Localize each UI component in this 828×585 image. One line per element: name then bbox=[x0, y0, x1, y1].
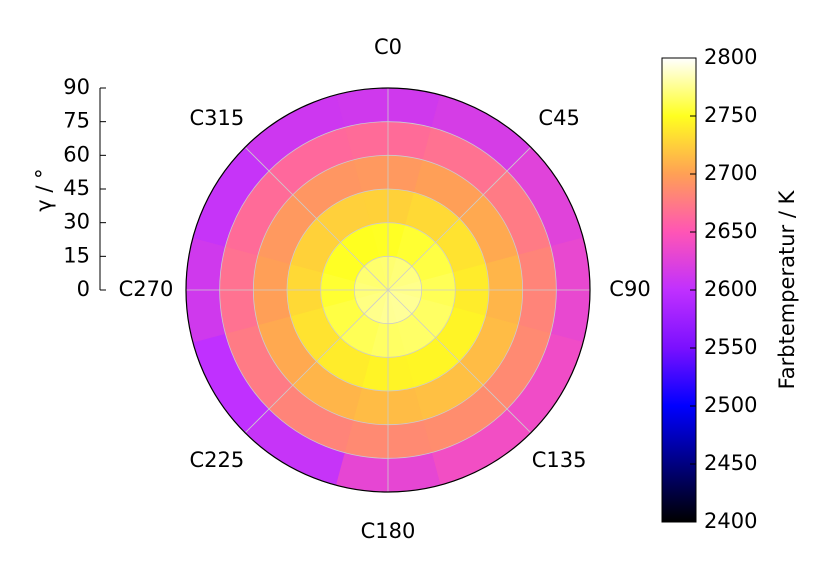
polar-frame bbox=[185, 87, 591, 493]
grid-spoke bbox=[387, 289, 532, 434]
angle-label: C0 bbox=[374, 35, 402, 59]
angle-label: C135 bbox=[532, 448, 587, 472]
y-tick-label: 90 bbox=[63, 75, 90, 99]
colorbar-tick-label: 2400 bbox=[704, 509, 757, 533]
grid-spoke bbox=[387, 146, 532, 291]
y-tick-label: 15 bbox=[63, 243, 90, 267]
colorbar-tick-label: 2500 bbox=[704, 393, 757, 417]
grid-spoke bbox=[244, 146, 389, 291]
angle-label: C270 bbox=[119, 277, 174, 301]
angle-label: C45 bbox=[538, 106, 579, 130]
y-axis-label: γ / ° bbox=[32, 168, 56, 211]
colorbar-label: Farbtemperatur / K bbox=[775, 189, 799, 389]
y-tick-label: 30 bbox=[63, 210, 90, 234]
colorbar-tick-label: 2700 bbox=[704, 161, 757, 185]
colorbar-tick-label: 2750 bbox=[704, 103, 757, 127]
colorbar-tick-label: 2600 bbox=[704, 277, 757, 301]
angle-label: C180 bbox=[361, 519, 416, 543]
y-tick-label: 75 bbox=[63, 109, 90, 133]
y-tick-label: 45 bbox=[63, 176, 90, 200]
colorbar-tick-label: 2450 bbox=[704, 451, 757, 475]
angle-label: C225 bbox=[190, 448, 245, 472]
y-tick-label: 60 bbox=[63, 142, 90, 166]
colorbar-tick-label: 2550 bbox=[704, 335, 757, 359]
colorbar-tick-label: 2800 bbox=[704, 45, 757, 69]
y-tick-label: 0 bbox=[77, 277, 90, 301]
colorbar-tick-label: 2650 bbox=[704, 219, 757, 243]
grid-spoke bbox=[244, 289, 389, 434]
angle-label: C315 bbox=[190, 106, 245, 130]
angle-label: C90 bbox=[609, 277, 650, 301]
